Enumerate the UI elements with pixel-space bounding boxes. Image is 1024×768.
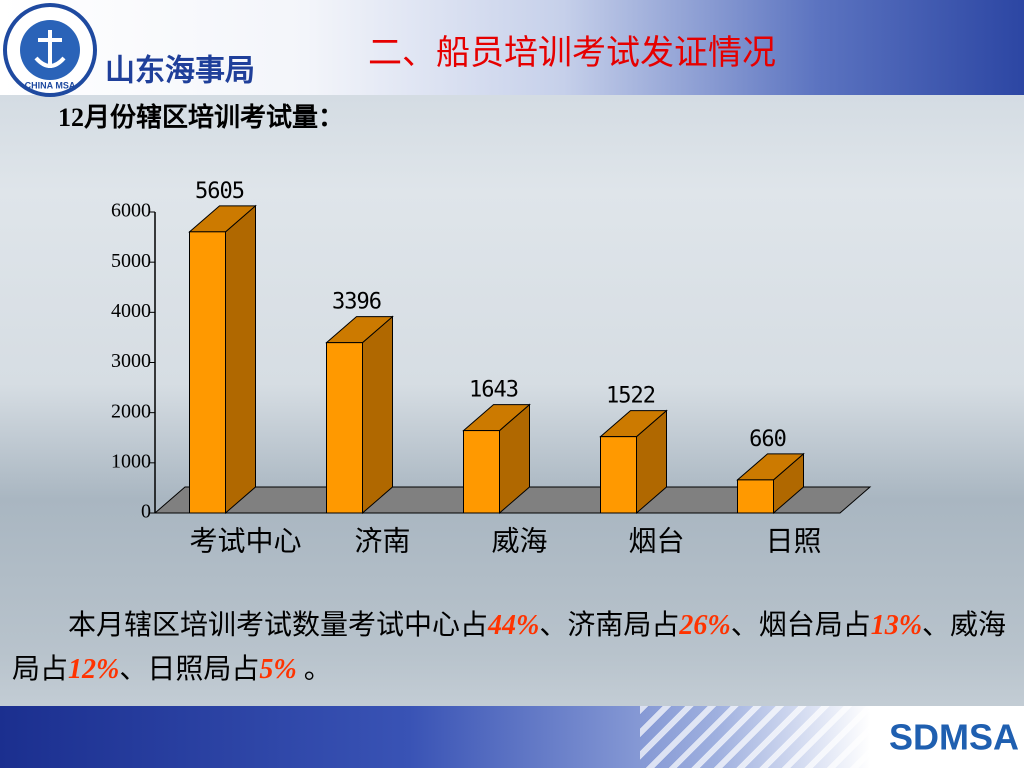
paragraph: 本月辖区培训考试数量考试中心占44%、济南局占26%、烟台局占13%、威海局占1… — [12, 604, 1012, 692]
footer-text: SDMSA — [889, 717, 1019, 758]
text-run: 、济南局占 — [539, 610, 680, 641]
text-run: 、日照局占 — [119, 654, 260, 685]
y-tick-label: 0 — [141, 501, 151, 523]
bar — [600, 436, 637, 514]
y-tick-label: 6000 — [111, 200, 151, 222]
bar — [326, 342, 363, 514]
text-run: 、烟台局占 — [730, 610, 871, 641]
y-tick-label: 2000 — [111, 400, 151, 422]
x-tick-label: 日照 — [765, 526, 821, 557]
slide-title: 二、船员培训考试发证情况 — [368, 34, 776, 72]
y-tick-label: 3000 — [111, 350, 151, 372]
text-run: 。 — [296, 654, 332, 685]
logo-anchor — [34, 30, 66, 68]
x-tick-label: 济南 — [354, 525, 410, 557]
chart-title: 12月份辖区培训考试量： — [58, 102, 344, 132]
value-label: 3396 — [332, 290, 381, 315]
bar-side — [225, 204, 256, 515]
highlight: 5% — [259, 654, 297, 685]
y-tick-label: 4000 — [111, 300, 151, 322]
logo-text: CHINA MSA — [25, 80, 76, 90]
text-run: 本月辖区培训考试数量考试中心占 — [68, 610, 489, 641]
header: CHINA MSA 山东海事局 二、船员培训考试发证情况 — [3, 3, 776, 97]
footer-stripes — [640, 706, 900, 768]
x-tick-label: 威海 — [491, 525, 547, 557]
value-label: 1522 — [606, 384, 655, 409]
value-label: 1643 — [469, 378, 518, 403]
value-label: 660 — [749, 427, 786, 452]
highlight: 44% — [488, 610, 540, 641]
highlight: 12% — [68, 654, 120, 685]
banner — [0, 0, 1024, 95]
chart: 12月份辖区培训考试量： 0 1000 2000 3000 4000 5000 6000 考试… — [58, 102, 872, 557]
bar — [463, 430, 500, 514]
text-run: 、威海局占 — [12, 610, 1007, 685]
bar — [737, 479, 774, 514]
value-label: 5605 — [195, 179, 244, 204]
y-tick-label: 1000 — [111, 450, 151, 472]
bar-side — [362, 315, 393, 515]
org-name: 山东海事局 — [105, 54, 255, 89]
y-tick-label: 5000 — [111, 250, 151, 272]
x-tick-label: 考试中心 — [189, 525, 301, 557]
bar — [189, 231, 226, 514]
footer-logo: SDMSA — [889, 717, 1019, 758]
highlight: 13% — [870, 610, 923, 641]
x-tick-label: 烟台 — [628, 525, 684, 557]
highlight: 26% — [679, 610, 731, 641]
